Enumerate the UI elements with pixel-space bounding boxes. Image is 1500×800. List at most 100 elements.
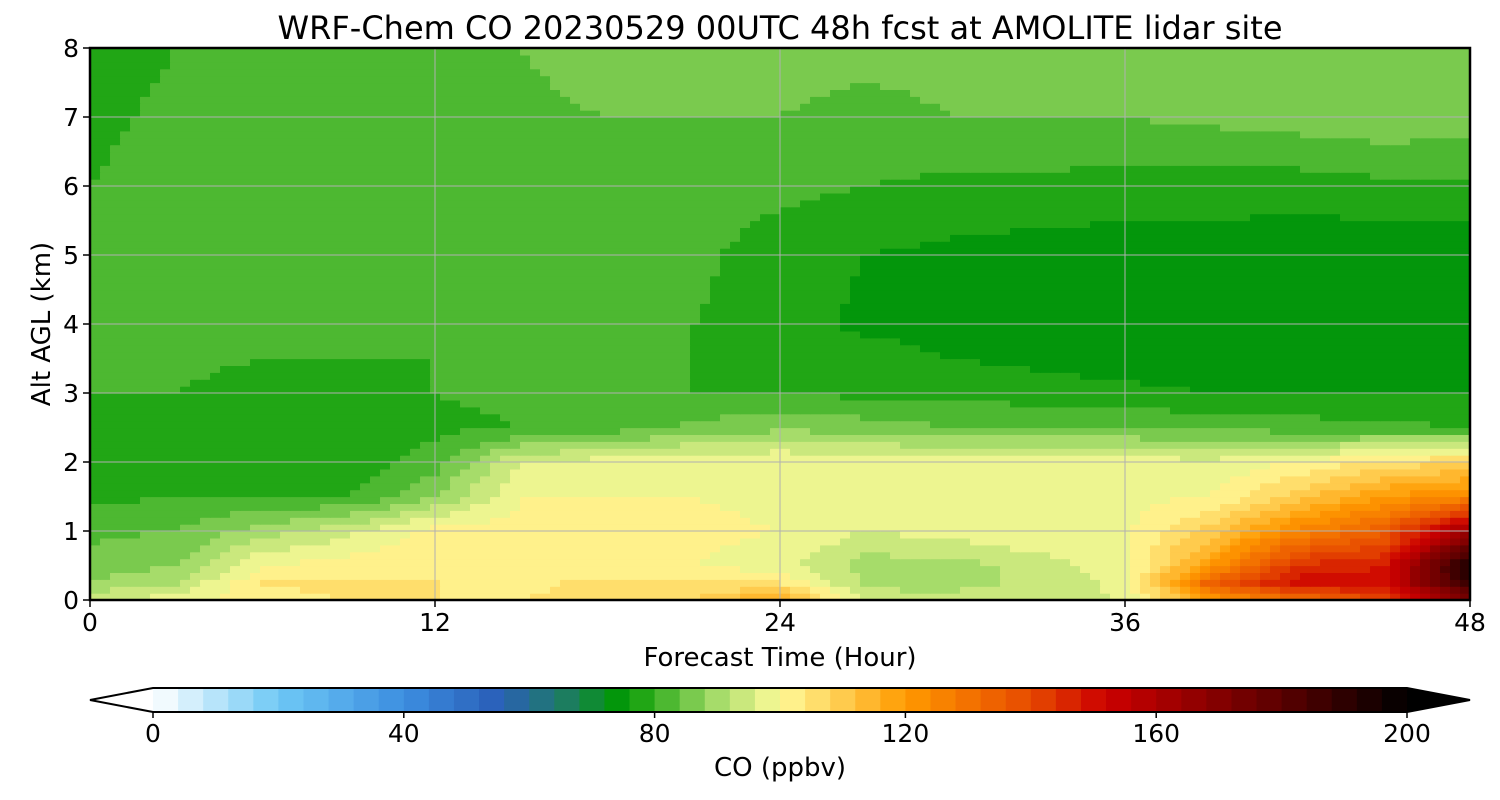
field-cell: [540, 372, 551, 380]
field-cell: [700, 551, 711, 560]
field-cell: [1150, 427, 1161, 435]
field-cell: [170, 393, 181, 401]
field-cell: [1240, 468, 1251, 477]
field-cell: [1130, 517, 1141, 525]
field-cell: [330, 537, 341, 546]
field-cell: [760, 420, 771, 429]
field-cell: [990, 448, 1001, 456]
field-cell: [570, 420, 581, 429]
field-cell: [710, 462, 721, 470]
field-cell: [410, 475, 421, 484]
field-cell: [870, 537, 881, 546]
field-cell: [1450, 551, 1461, 560]
field-cell: [950, 386, 961, 394]
field-cell: [790, 544, 801, 553]
field-cell: [620, 510, 631, 518]
field-cell: [620, 441, 631, 449]
field-cell: [1190, 572, 1201, 580]
field-cell: [600, 379, 611, 387]
field-cell: [110, 351, 121, 360]
field-cell: [700, 399, 711, 408]
field-cell: [1030, 434, 1041, 442]
field-cell: [120, 468, 131, 477]
field-cell: [1070, 565, 1081, 573]
field-cell: [950, 593, 961, 600]
field-cell: [1220, 448, 1231, 456]
field-cell: [1400, 558, 1411, 567]
field-cell: [1190, 413, 1201, 422]
field-cell: [380, 379, 391, 387]
field-cell: [540, 537, 551, 546]
field-cell: [1390, 503, 1401, 511]
field-cell: [1130, 593, 1141, 600]
field-cell: [380, 517, 391, 525]
field-cell: [1320, 579, 1331, 587]
field-cell: [180, 537, 191, 546]
field-cell: [1310, 427, 1321, 435]
field-cell: [350, 524, 361, 532]
field-cell: [740, 524, 751, 532]
field-cell: [560, 517, 571, 525]
field-cell: [950, 372, 961, 380]
field-cell: [250, 434, 261, 442]
field-cell: [160, 593, 171, 600]
field-cell: [1370, 537, 1381, 546]
field-cell: [1270, 503, 1281, 511]
field-cell: [940, 510, 951, 518]
field-cell: [1080, 365, 1091, 373]
field-cell: [450, 427, 461, 435]
field-cell: [710, 358, 721, 366]
field-cell: [1460, 551, 1470, 560]
field-cell: [110, 586, 121, 594]
field-cell: [260, 386, 271, 394]
field-cell: [1310, 386, 1321, 394]
field-cell: [360, 565, 371, 573]
field-cell: [560, 531, 571, 539]
field-cell: [940, 420, 951, 429]
field-cell: [560, 420, 571, 429]
field-cell: [1180, 427, 1191, 435]
field-cell: [710, 379, 721, 387]
field-cell: [330, 531, 341, 539]
field-cell: [1450, 586, 1461, 594]
field-cell: [1310, 351, 1321, 360]
field-cell: [100, 420, 111, 429]
field-cell: [370, 406, 381, 415]
field-cell: [100, 531, 111, 539]
field-cell: [980, 468, 991, 477]
field-cell: [390, 351, 401, 360]
field-cell: [1160, 531, 1171, 539]
field-cell: [420, 593, 431, 600]
field-cell: [980, 399, 991, 408]
field-cell: [960, 517, 971, 525]
field-cell: [520, 489, 531, 498]
field-cell: [580, 413, 591, 422]
field-cell: [980, 379, 991, 387]
field-cell: [1180, 365, 1191, 373]
field-cell: [650, 531, 661, 539]
field-cell: [270, 551, 281, 560]
field-cell: [240, 351, 251, 360]
field-cell: [1150, 448, 1161, 456]
field-cell: [1320, 475, 1331, 484]
field-cell: [160, 510, 171, 518]
field-cell: [880, 537, 891, 546]
field-cell: [270, 462, 281, 470]
field-cell: [290, 427, 301, 435]
field-cell: [820, 420, 831, 429]
field-cell: [270, 420, 281, 429]
field-cell: [560, 372, 571, 380]
field-cell: [940, 413, 951, 422]
field-cell: [110, 572, 121, 580]
field-cell: [440, 489, 451, 498]
field-cell: [820, 475, 831, 484]
field-cell: [1100, 489, 1111, 498]
field-cell: [930, 503, 941, 511]
field-cell: [1440, 379, 1451, 387]
field-cell: [1060, 496, 1071, 504]
field-cell: [820, 351, 831, 360]
field-cell: [650, 558, 661, 567]
field-cell: [170, 386, 181, 394]
field-cell: [210, 593, 221, 600]
field-cell: [1050, 593, 1061, 600]
